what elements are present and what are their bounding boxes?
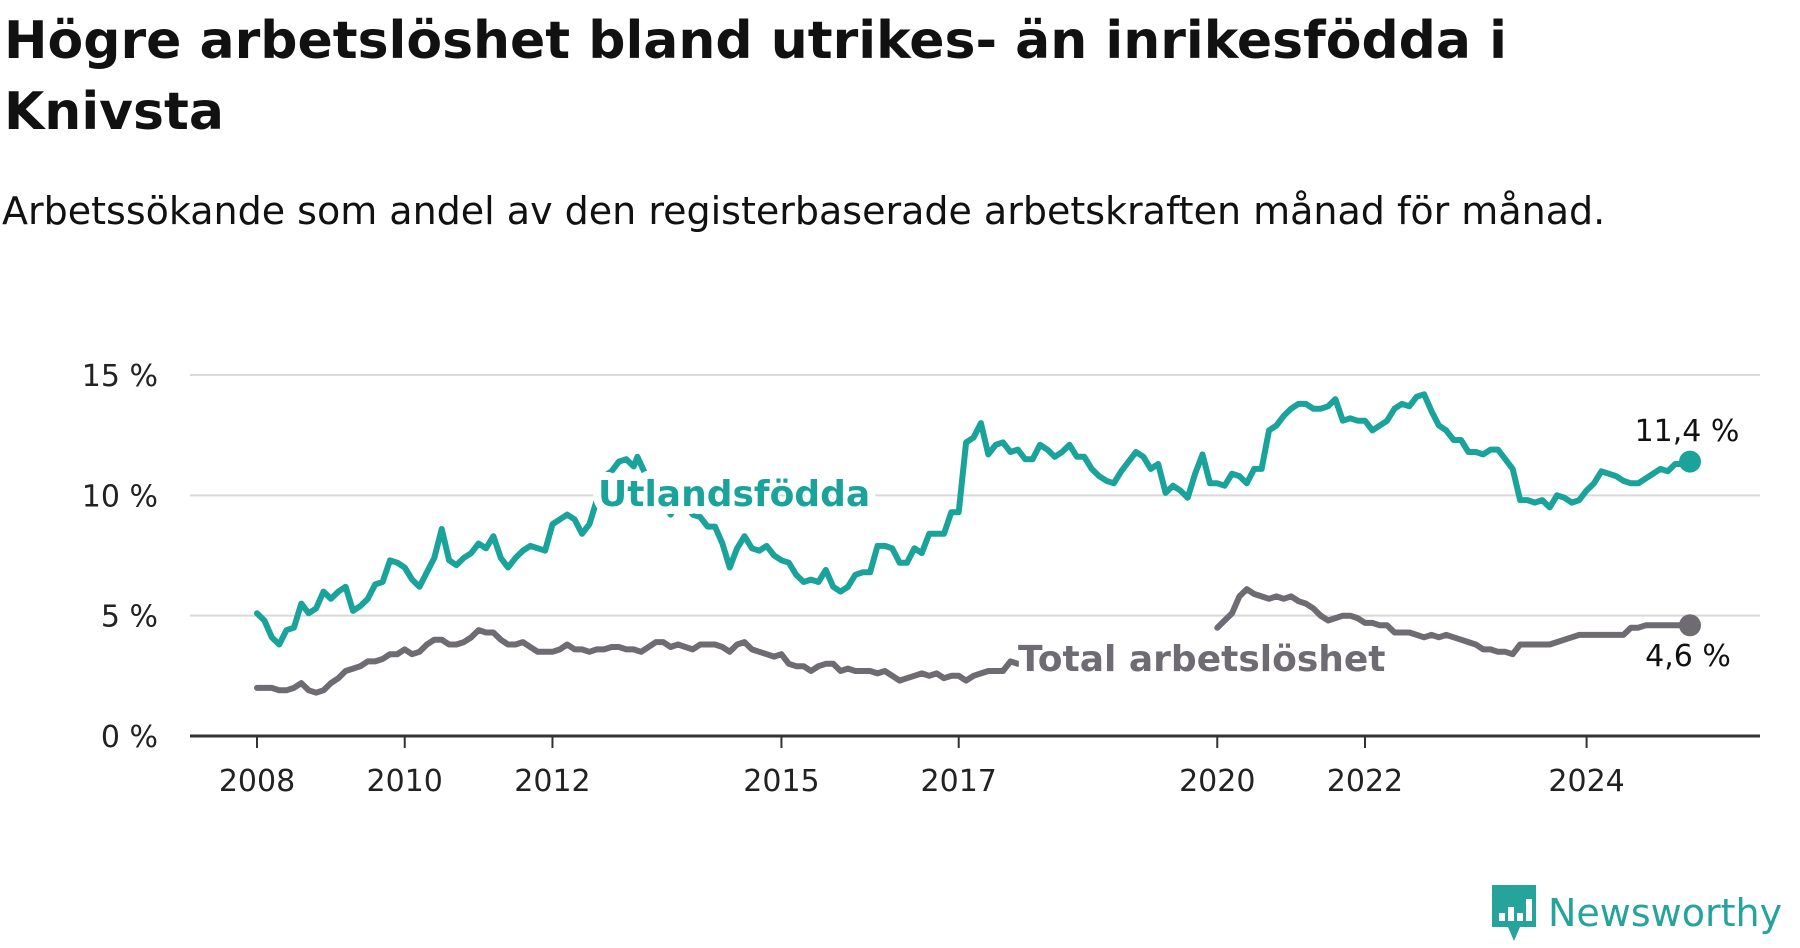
chart-subtitle: Arbetssökande som andel av den registerb… [2, 189, 1606, 233]
end-label-utlandsfodda: 11,4 % [1635, 414, 1740, 449]
y-tick-label: 10 % [82, 479, 158, 514]
x-tick-label: 2022 [1327, 764, 1403, 799]
newsworthy-logo: Newsworthy [1490, 878, 1782, 948]
y-tick-label: 15 % [82, 359, 158, 394]
series-label-utlandsfodda: Utlandsfödda [598, 474, 870, 515]
x-tick-label: 2015 [743, 764, 819, 799]
y-tick-label: 5 % [101, 600, 158, 635]
brand-name: Newsworthy [1548, 891, 1783, 935]
series-line-total [254, 586, 1693, 696]
x-tick-label: 2010 [367, 764, 443, 799]
chart-title: Högre arbetslöshet bland utrikes- än inr… [4, 11, 1507, 142]
y-tick-label: 0 % [101, 720, 158, 755]
series-line-utlandsfodda [254, 391, 1693, 648]
x-tick-label: 2008 [219, 764, 295, 799]
series-line-utlandsfodda-end-point [1679, 450, 1701, 473]
series-label-total: Total arbetslöshet [1018, 639, 1386, 680]
x-tick-label: 2020 [1179, 764, 1255, 799]
x-tick-label: 2024 [1548, 764, 1624, 799]
series-line-total-end-point [1679, 614, 1701, 637]
x-tick-label: 2012 [514, 764, 590, 799]
x-tick-label: 2017 [921, 764, 997, 799]
end-label-total: 4,6 % [1645, 639, 1731, 674]
newsworthy-icon [1492, 885, 1536, 941]
